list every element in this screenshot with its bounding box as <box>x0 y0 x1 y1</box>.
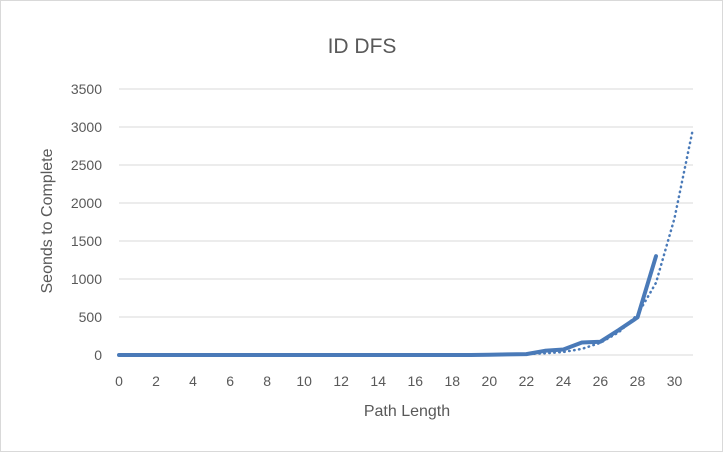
x-tick-label: 22 <box>519 373 535 389</box>
x-tick-label: 16 <box>407 373 423 389</box>
y-tick-label: 2500 <box>71 157 102 173</box>
gridlines <box>119 88 693 356</box>
y-tick-label: 500 <box>79 309 103 325</box>
x-tick-label: 26 <box>593 373 609 389</box>
data-series-line <box>117 254 658 357</box>
y-tick-label: 2000 <box>71 195 102 211</box>
y-tick-label: 1000 <box>71 271 102 287</box>
series-layer <box>117 127 695 357</box>
x-tick-label: 2 <box>152 373 160 389</box>
y-axis-title: Seonds to Complete <box>39 148 56 293</box>
x-tick-label: 14 <box>370 373 386 389</box>
x-tick-label: 12 <box>333 373 349 389</box>
y-tick-label: 3500 <box>71 81 102 97</box>
x-tick-label: 24 <box>556 373 572 389</box>
x-tick-label: 18 <box>445 373 461 389</box>
y-tick-label: 0 <box>94 347 102 363</box>
y-tick-label: 1500 <box>71 233 102 249</box>
chart-title: ID DFS <box>328 35 397 58</box>
x-tick-label: 0 <box>115 373 123 389</box>
x-tick-label: 8 <box>263 373 271 389</box>
x-tick-label: 10 <box>296 373 312 389</box>
x-tick-label: 28 <box>630 373 646 389</box>
trendline <box>488 127 695 357</box>
x-tick-label: 20 <box>482 373 498 389</box>
x-axis-title: Path Length <box>364 403 450 420</box>
x-tick-label: 30 <box>667 373 683 389</box>
y-tick-label: 3000 <box>71 119 102 135</box>
x-tick-label: 6 <box>226 373 234 389</box>
x-tick-label: 4 <box>189 373 197 389</box>
